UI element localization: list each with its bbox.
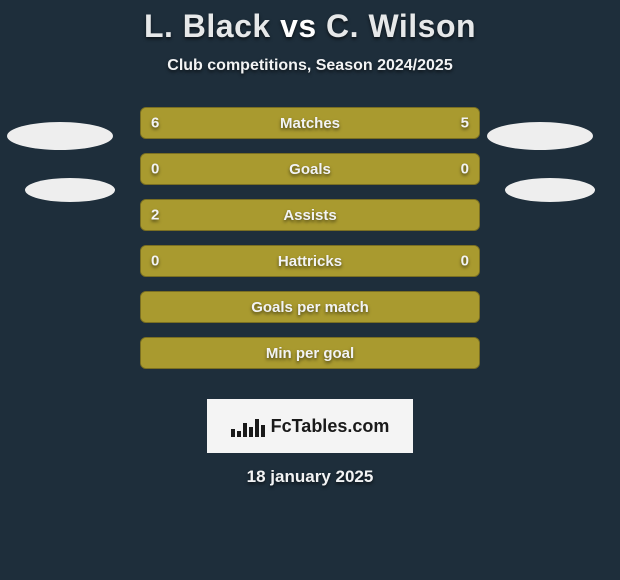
stat-row: Min per goal bbox=[140, 337, 480, 369]
stat-row: 0 0 Hattricks bbox=[140, 245, 480, 277]
date-label: 18 january 2025 bbox=[0, 467, 620, 487]
stat-value-p2: 0 bbox=[461, 253, 469, 270]
stat-value-p1: 0 bbox=[151, 161, 159, 178]
stat-label: Goals per match bbox=[251, 299, 369, 316]
stat-value-p2: 5 bbox=[461, 115, 469, 132]
vs-text: vs bbox=[280, 8, 317, 44]
stat-value-p1: 0 bbox=[151, 253, 159, 270]
subtitle: Club competitions, Season 2024/2025 bbox=[0, 57, 620, 75]
logo-text: FcTables.com bbox=[271, 416, 390, 437]
stat-label: Min per goal bbox=[266, 345, 354, 362]
page-title: L. Black vs C. Wilson bbox=[0, 8, 620, 45]
player1-badge-top bbox=[7, 122, 113, 150]
stat-value-p1: 2 bbox=[151, 207, 159, 224]
stat-row: 6 5 Matches bbox=[140, 107, 480, 139]
stat-label: Matches bbox=[280, 115, 340, 132]
player2-badge-top bbox=[487, 122, 593, 150]
logo-bars-icon bbox=[231, 415, 265, 437]
stat-fill-p2 bbox=[310, 154, 479, 184]
stat-value-p2: 0 bbox=[461, 161, 469, 178]
player1-name: L. Black bbox=[144, 8, 271, 44]
stat-label: Goals bbox=[289, 161, 331, 178]
stat-label: Hattricks bbox=[278, 253, 342, 270]
infographic: L. Black vs C. Wilson Club competitions,… bbox=[0, 0, 620, 487]
stat-row: Goals per match bbox=[140, 291, 480, 323]
stat-value-p1: 6 bbox=[151, 115, 159, 132]
stat-bars: 6 5 Matches 0 0 Goals 2 Assists 0 0 Hattricks Goals… bbox=[140, 107, 480, 369]
stat-row: 2 Assists bbox=[140, 199, 480, 231]
stat-row: 0 0 Goals bbox=[140, 153, 480, 185]
comparison-arena: 6 5 Matches 0 0 Goals 2 Assists 0 0 Hattricks Goals… bbox=[0, 107, 620, 387]
fctables-logo: FcTables.com bbox=[207, 399, 413, 453]
player2-badge-bot bbox=[505, 178, 595, 202]
stat-fill-p1 bbox=[141, 154, 310, 184]
stat-label: Assists bbox=[283, 207, 336, 224]
player2-name: C. Wilson bbox=[326, 8, 476, 44]
player1-badge-bot bbox=[25, 178, 115, 202]
stat-fill-p2 bbox=[327, 108, 479, 138]
